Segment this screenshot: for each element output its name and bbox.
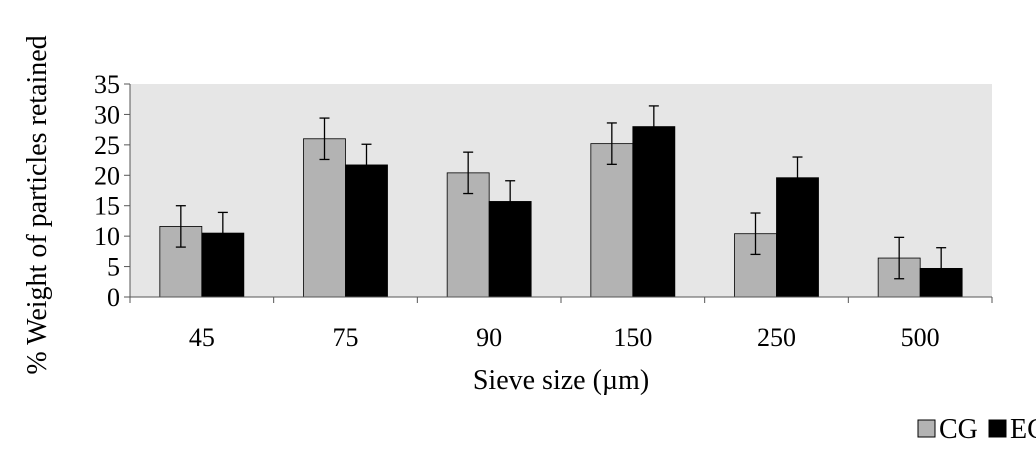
error-bar-eg-45 — [217, 211, 228, 255]
y-tick-label-30: 30 — [94, 100, 120, 129]
error-bar-cg-90 — [463, 151, 474, 195]
error-bar-cg-250 — [750, 212, 761, 256]
error-bar-cg-500 — [894, 236, 905, 280]
x-axis-title: Sieve size (µm) — [473, 365, 649, 396]
y-tick-label-35: 35 — [94, 70, 120, 99]
error-bars-group — [175, 105, 947, 290]
legend-item-eg: EG — [988, 414, 1036, 445]
error-bar-eg-250 — [792, 156, 803, 200]
x-tick-label-500: 500 — [901, 323, 940, 352]
bar-cg-75 — [303, 138, 346, 298]
bar-eg-150 — [632, 126, 676, 298]
bar-eg-75 — [345, 164, 388, 298]
y-tick-label-0: 0 — [107, 283, 120, 312]
x-tick-label-150: 150 — [613, 323, 652, 352]
legend: CG EG — [917, 414, 1036, 445]
x-tick-label-75: 75 — [333, 323, 359, 352]
axes-group — [124, 83, 993, 303]
y-tick-label-25: 25 — [94, 131, 120, 160]
error-bar-eg-500 — [936, 247, 947, 290]
legend-label-eg: EG — [1010, 414, 1036, 445]
y-axis-title: % Weight of particles retained — [22, 35, 53, 374]
error-bar-eg-75 — [361, 143, 372, 187]
plot-area — [130, 84, 992, 297]
error-bar-cg-150 — [606, 122, 617, 165]
error-bar-eg-150 — [648, 105, 659, 148]
legend-swatch-cg — [917, 419, 936, 438]
x-tick-label-250: 250 — [757, 323, 796, 352]
bar-cg-150 — [590, 143, 634, 298]
legend-label-cg: CG — [939, 414, 978, 445]
legend-item-cg: CG — [917, 414, 978, 445]
y-tick-label-20: 20 — [94, 161, 120, 190]
x-tick-label-90: 90 — [476, 323, 502, 352]
error-bar-cg-45 — [175, 205, 186, 248]
y-tick-label-15: 15 — [94, 192, 120, 221]
x-tick-label-45: 45 — [189, 323, 215, 352]
x-tick-labels: 45 75 90 150 250 500 — [189, 323, 940, 352]
legend-swatch-eg — [988, 419, 1007, 438]
y-tick-label-5: 5 — [107, 253, 120, 282]
error-bar-eg-90 — [505, 180, 516, 223]
y-tick-label-10: 10 — [94, 222, 120, 251]
error-bar-cg-75 — [319, 117, 330, 161]
